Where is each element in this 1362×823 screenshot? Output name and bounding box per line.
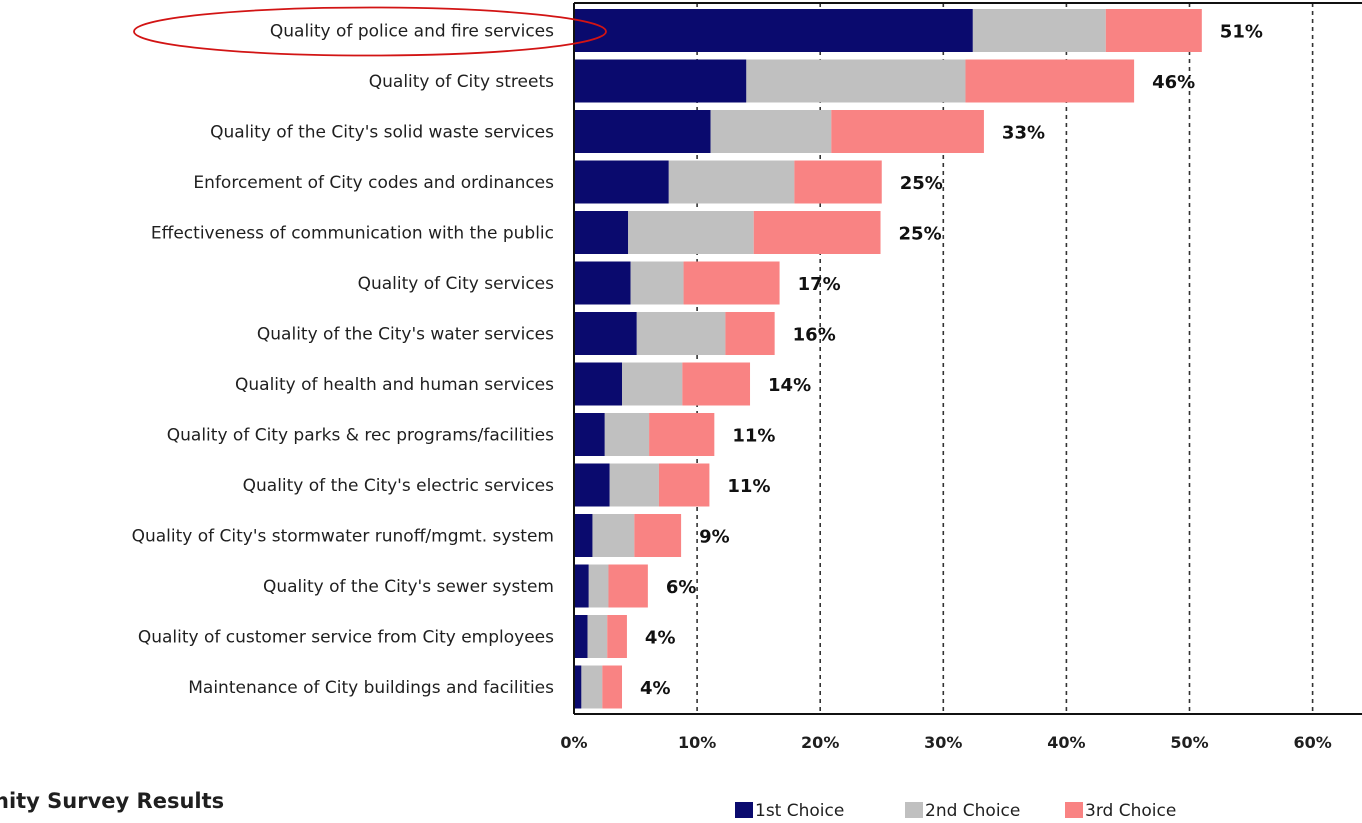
bar-segment-1 [574,615,588,658]
bar-segment-2 [592,514,635,557]
highlight-ellipse [133,6,607,57]
bar-segment-3 [725,312,775,355]
total-label: 51% [1220,22,1263,43]
x-tick-label: 60% [1293,733,1331,752]
category-label: Quality of City's stormwater runoff/mgmt… [132,527,554,547]
category-label: Quality of health and human services [235,375,554,395]
bar-segment-1 [574,59,747,103]
total-label: 9% [699,527,730,548]
category-label: Quality of the City's sewer system [263,577,554,597]
bar-segment-1 [574,463,610,507]
total-label: 33% [1002,123,1045,144]
gridlines [696,3,1314,714]
x-tick-label: 50% [1170,733,1208,752]
total-label: 4% [640,678,671,699]
category-label: Quality of City streets [369,72,554,92]
bar-segment-3 [753,211,881,254]
bar-segment-3 [634,514,682,557]
bar-segment-3 [608,564,648,608]
bar-segment-1 [574,110,711,153]
bar-segment-1 [574,9,973,52]
bar-segment-3 [965,59,1135,103]
legend-swatch [735,802,753,818]
category-label: Quality of customer service from City em… [138,628,554,648]
bar-segment-1 [574,211,629,254]
axes [573,2,1362,715]
total-label: 6% [666,577,697,598]
bar-segment-1 [574,413,605,456]
bar-segment-2 [972,9,1106,52]
total-label: 14% [768,375,811,396]
category-label: Quality of the City's electric services [243,476,555,496]
legend: 1st Choice 2nd Choice 3rd Choice [735,801,1176,821]
legend-swatch [1065,802,1083,818]
highlight-annotation [133,6,607,57]
bar-segment-2 [636,312,726,355]
bar-segment-2 [588,564,609,608]
bar-segment-1 [574,514,593,557]
bar-segment-2 [668,160,795,204]
total-label: 11% [727,476,770,497]
legend-label: 1st Choice [755,801,844,821]
category-label: Effectiveness of communication with the … [151,224,554,244]
legend-swatch [905,802,923,818]
bars [574,9,1202,709]
total-labels: 51% 46% 33% 25% 25% 17% 16% 14% 11% 11% 9% 6% 4% 4% [640,22,1263,700]
bar-segment-3 [794,160,882,204]
total-label: 17% [798,274,841,295]
category-label: Quality of City services [358,274,555,294]
bar-segment-2 [609,463,659,507]
legend-label: 3rd Choice [1085,801,1176,821]
bar-segment-3 [683,261,780,305]
total-label: 46% [1152,72,1195,93]
x-tick-label: 20% [801,733,839,752]
bar-segment-3 [831,110,984,153]
bar-segment-3 [607,615,627,658]
total-label: 16% [793,325,836,346]
category-labels: Quality of police and fire services Quali… [132,22,555,699]
bar-segment-1 [574,160,669,204]
category-label: Quality of City parks & rec programs/fac… [167,426,554,446]
bar-segment-1 [574,362,623,406]
total-label: 11% [732,426,775,447]
x-tick-label: 30% [924,733,962,752]
caption-fragment: nity Survey Results [0,789,224,813]
bar-segment-2 [628,211,754,254]
x-tick-label: 0% [560,733,587,752]
total-label: 25% [900,173,943,194]
bar-segment-2 [630,261,684,305]
bar-segment-2 [746,59,966,103]
bar-segment-2 [622,362,683,406]
legend-label: 2nd Choice [925,801,1020,821]
x-tick-label: 40% [1047,733,1085,752]
bar-segment-1 [574,665,582,709]
total-label: 4% [645,628,676,649]
bar-segment-3 [658,463,710,507]
category-label: Quality of the City's solid waste servic… [210,123,554,143]
bar-segment-1 [574,261,631,305]
category-label: Quality of the City's water services [257,325,554,345]
bar-segment-1 [574,312,637,355]
category-label: Quality of police and fire services [270,22,554,42]
bar-segment-2 [710,110,832,153]
category-label: Maintenance of City buildings and facili… [188,678,554,698]
bar-segment-2 [587,615,608,658]
bar-segment-2 [581,665,603,709]
bar-segment-3 [649,413,715,456]
bar-segment-2 [604,413,650,456]
category-label: Enforcement of City codes and ordinances [193,173,554,193]
x-tick-labels: 0% 10% 20% 30% 40% 50% 60% [560,733,1331,752]
bar-segment-3 [682,362,751,406]
bar-segment-3 [602,665,623,709]
x-tick-label: 10% [678,733,716,752]
total-label: 25% [899,224,942,245]
bar-segment-3 [1105,9,1202,52]
bar-segment-1 [574,564,589,608]
